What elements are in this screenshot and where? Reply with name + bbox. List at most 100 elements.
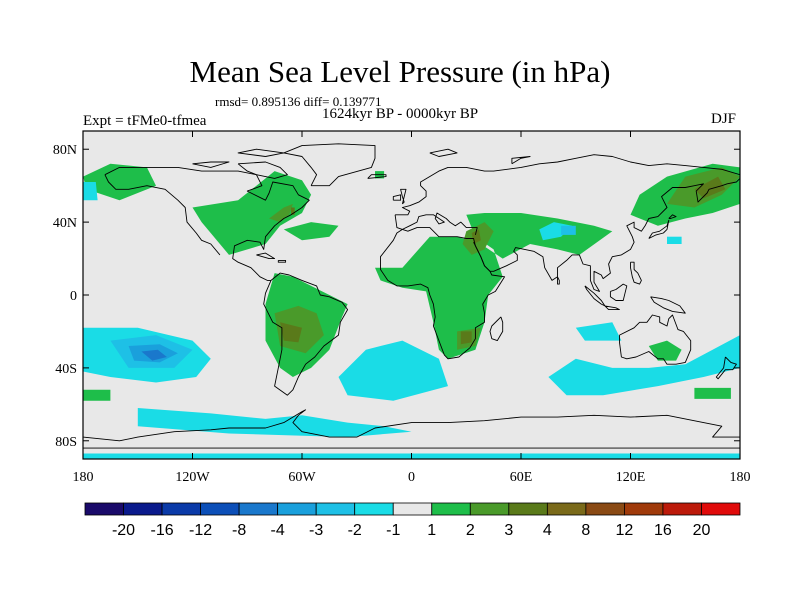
x-tick-label-5: 120E (616, 470, 646, 485)
colorbar-label-2: -12 (189, 522, 212, 539)
contour-region-32 (141, 349, 167, 361)
contour-region-26 (83, 182, 98, 201)
coastline-11 (489, 316, 504, 342)
coastline-21 (256, 252, 276, 260)
contour-region-8 (83, 389, 111, 401)
chart-title: Mean Sea Level Pressure (in hPa) (189, 54, 611, 89)
coastline-22 (277, 259, 287, 263)
coastline-7 (402, 212, 478, 236)
coastline-6 (473, 178, 740, 292)
colorbar-label-15: 20 (693, 522, 711, 539)
contour-region-23 (548, 335, 740, 396)
colorbar-swatch-3 (200, 502, 240, 516)
experiment-label: Expt = tFMe0-tfmea (83, 113, 207, 129)
x-tick-label-2: 60W (288, 470, 316, 485)
season-label: DJF (711, 111, 737, 127)
map-background (83, 131, 740, 459)
colorbar-swatch-6 (315, 502, 356, 516)
coastline-28 (83, 409, 740, 442)
contour-region-7 (648, 340, 682, 361)
coastline-4 (380, 214, 506, 360)
y-tick-label-4: 80S (55, 435, 77, 450)
contour-region-27 (667, 236, 682, 244)
axis-ticks: 180 120W 60W 0 60E 120E 180 80N 40N 0 40S 80S (53, 131, 751, 485)
coastline-18 (650, 296, 686, 314)
stats-text: rmsd= 0.895136 diff= 0.139771 (215, 94, 382, 109)
colorbar-label-7: -1 (386, 522, 400, 539)
contour-region-1 (283, 222, 339, 241)
colorbar-label-13: 12 (616, 522, 634, 539)
colorbar-swatch-2 (161, 502, 201, 516)
colorbar-label-4: -4 (271, 522, 285, 539)
coastline-layer (83, 143, 740, 449)
coastline-10 (619, 314, 692, 365)
colorbar: -20 -16 -12 -8 -4 -3 -2 -1 1 2 3 4 8 12 16 20 (84, 502, 741, 539)
colorbar-label-3: -8 (232, 522, 246, 539)
x-tick-label-0: 180 (73, 470, 94, 485)
coastline-9 (392, 194, 402, 201)
coastline-24 (192, 161, 230, 168)
colorbar-swatch-10 (469, 502, 510, 516)
colorbar-swatch-1 (123, 502, 163, 516)
colorbar-label-8: 1 (427, 522, 436, 539)
contour-region-19 (694, 176, 726, 199)
coastline-14 (715, 356, 737, 380)
colorbar-label-5: -3 (309, 522, 323, 539)
coastline-16 (604, 305, 620, 311)
period-text: 1624kyr BP - 0000kyr BP (322, 106, 479, 122)
colorbar-label-14: 16 (654, 522, 672, 539)
colorbar-label-0: -20 (112, 522, 135, 539)
colorbar-swatch-7 (354, 502, 394, 516)
contour-region-17 (460, 331, 472, 345)
coastline-1 (104, 174, 221, 256)
coastline-0 (104, 166, 349, 396)
colorbar-swatch-16 (701, 502, 741, 516)
coastline-13 (668, 214, 677, 219)
y-tick-label-2: 0 (70, 289, 77, 304)
coastline-17 (609, 283, 628, 301)
colorbar-swatch-9 (431, 502, 471, 516)
coastline-8 (400, 188, 407, 205)
colorbar-swatch-4 (238, 502, 279, 516)
contour-region-22 (575, 322, 622, 341)
y-tick-label-0: 80N (53, 143, 77, 158)
contour-region-15 (280, 322, 302, 343)
coastline-12 (648, 219, 670, 239)
contour-region-21 (338, 340, 448, 401)
contour-region-9 (694, 387, 731, 399)
coastline-27 (511, 156, 531, 165)
colorbar-swatch-13 (585, 502, 625, 516)
coastline-2 (283, 143, 376, 187)
colorbar-label-12: 8 (581, 522, 590, 539)
colorbar-label-6: -2 (348, 522, 362, 539)
colorbar-swatch-8 (392, 502, 433, 516)
contour-region-0 (192, 171, 312, 255)
contour-region-5 (83, 163, 156, 201)
x-tick-label-3: 0 (408, 470, 415, 485)
coastline-25 (237, 148, 285, 157)
contour-region-10 (269, 203, 293, 223)
colorbar-swatch-15 (662, 502, 702, 516)
colorbar-swatch-12 (546, 502, 587, 516)
coastline-23 (237, 161, 288, 179)
contour-region-30 (561, 225, 576, 235)
coastline-19 (630, 261, 642, 285)
x-tick-label-4: 60E (510, 470, 533, 485)
coastline-20 (557, 276, 560, 285)
coastline-3 (367, 174, 387, 179)
colorbar-swatch-14 (624, 502, 664, 516)
colorbar-swatch-5 (277, 502, 317, 516)
colorbar-label-11: 4 (543, 522, 552, 539)
colorbar-swatch-0 (84, 502, 124, 516)
colorbar-label-9: 2 (466, 522, 475, 539)
x-tick-label-6: 180 (730, 470, 751, 485)
y-tick-label-3: 40S (55, 362, 77, 377)
colorbar-label-10: 3 (504, 522, 513, 539)
colorbar-label-1: -16 (150, 522, 173, 539)
coastline-15 (584, 285, 606, 307)
colorbar-swatch-11 (508, 502, 548, 516)
x-tick-label-1: 120W (175, 470, 210, 485)
y-tick-label-1: 40N (53, 216, 77, 231)
coastline-26 (429, 148, 458, 157)
